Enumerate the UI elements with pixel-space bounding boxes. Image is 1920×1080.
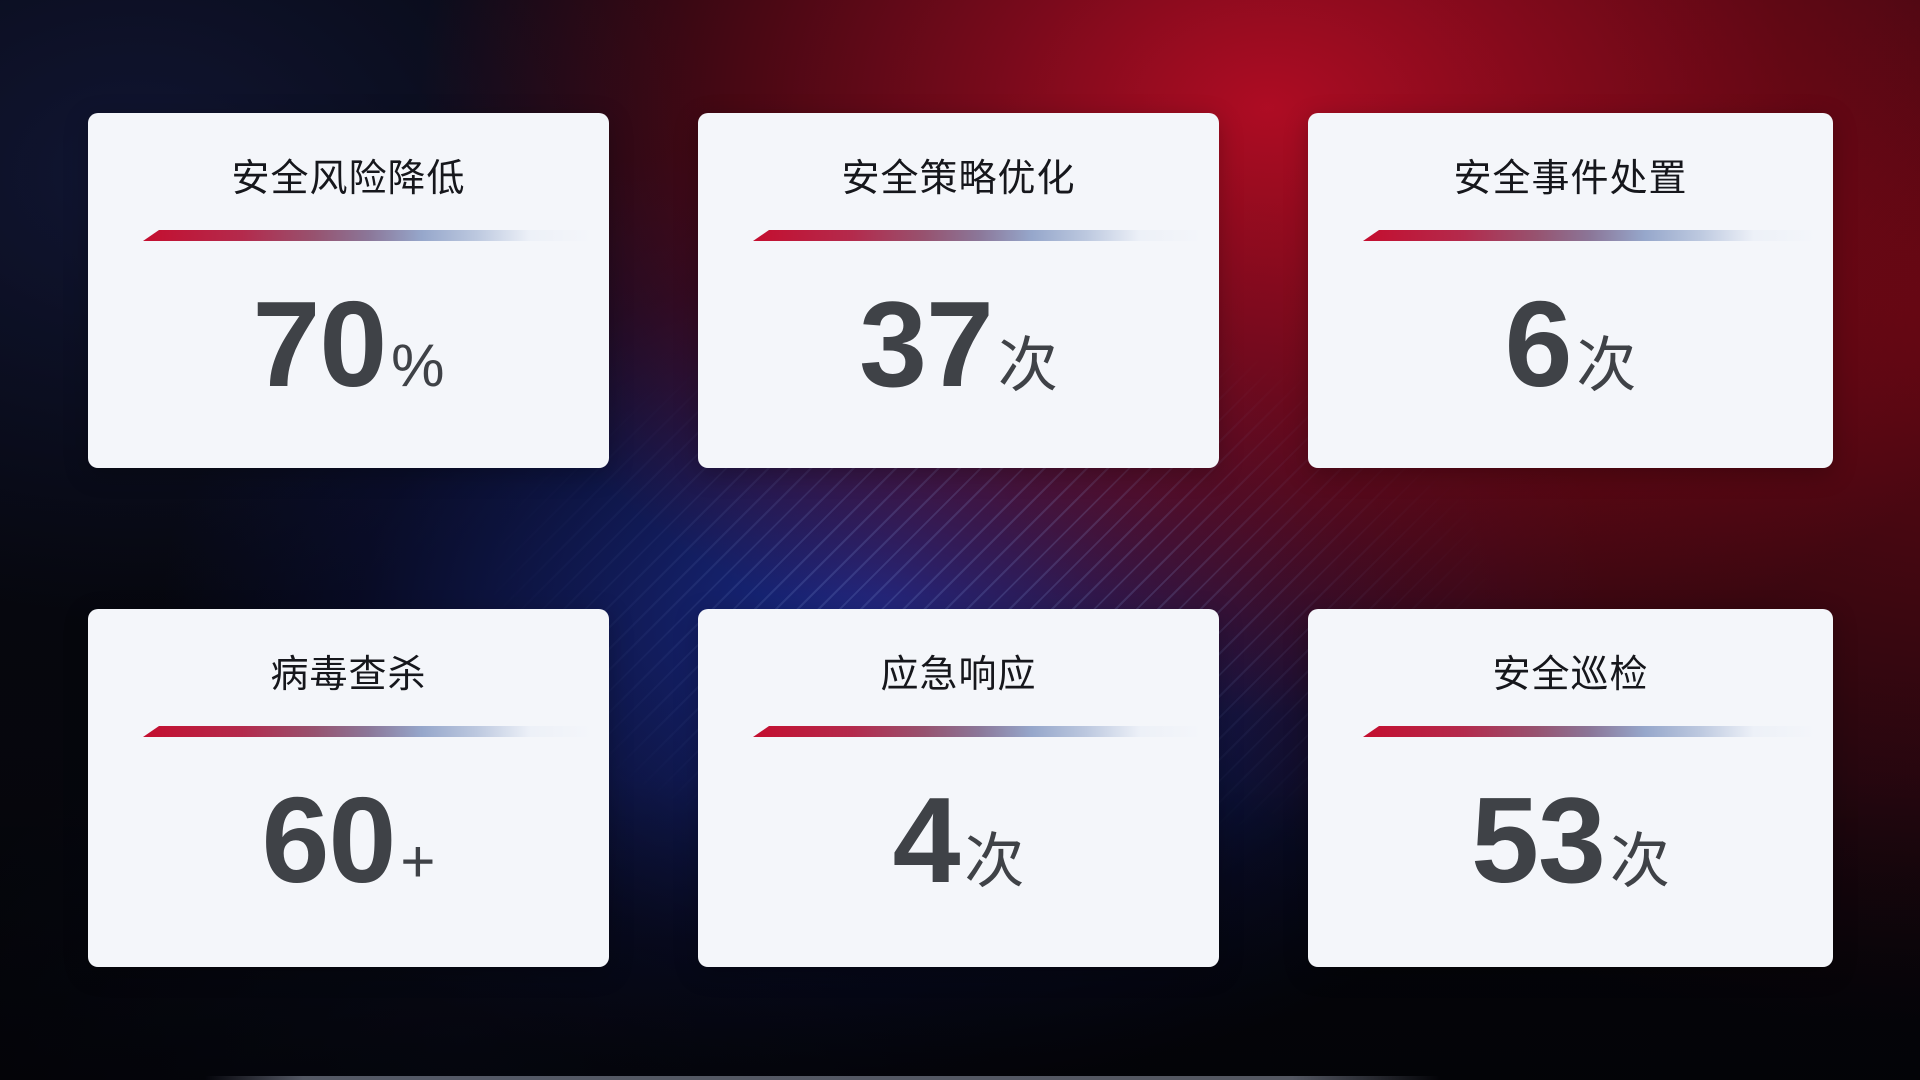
stat-card-incident-handling: 安全事件处置 6 次 (1308, 113, 1833, 468)
stat-value: 4 (892, 772, 961, 908)
stat-unit: 次 (1609, 828, 1670, 895)
gradient-divider (143, 230, 593, 241)
card-title: 安全策略优化 (841, 158, 1076, 200)
gradient-divider (1363, 726, 1817, 737)
card-title: 安全巡检 (1492, 654, 1649, 696)
stat-value: 70 (252, 276, 387, 412)
stat-card-security-inspection: 安全巡检 53 次 (1308, 609, 1833, 967)
stat-unit: 次 (964, 828, 1025, 895)
bottom-edge-strip (205, 1076, 1440, 1080)
stat-value: 53 (1471, 772, 1606, 908)
stat-unit: + (400, 828, 436, 895)
stat-value-group: 60 + (88, 779, 609, 901)
gradient-divider (753, 726, 1203, 737)
stat-value-group: 53 次 (1308, 779, 1833, 901)
stat-card-emergency-response: 应急响应 4 次 (698, 609, 1219, 967)
gradient-divider (143, 726, 593, 737)
gradient-divider (1363, 230, 1817, 241)
stat-card-virus-scan: 病毒查杀 60 + (88, 609, 609, 967)
stat-unit: 次 (1576, 332, 1637, 399)
card-title: 安全事件处置 (1453, 158, 1688, 200)
card-title: 应急响应 (880, 654, 1037, 696)
stat-value-group: 4 次 (698, 779, 1219, 901)
stat-value: 6 (1504, 276, 1573, 412)
stat-card-risk-reduction: 安全风险降低 70 % (88, 113, 609, 468)
stat-value-group: 6 次 (1308, 283, 1833, 405)
stat-card-grid: 安全风险降低 70 % 安全策略优化 37 次 安全事件处置 6 次 病毒查 (88, 113, 1833, 967)
stat-value-group: 37 次 (698, 283, 1219, 405)
stat-unit: % (391, 332, 445, 399)
stat-unit: 次 (997, 332, 1058, 399)
stat-card-policy-optimization: 安全策略优化 37 次 (698, 113, 1219, 468)
card-title: 病毒查杀 (270, 654, 427, 696)
stat-value: 37 (859, 276, 994, 412)
card-title: 安全风险降低 (231, 158, 466, 200)
stat-value-group: 70 % (88, 283, 609, 405)
gradient-divider (753, 230, 1203, 241)
stat-value: 60 (261, 772, 397, 908)
